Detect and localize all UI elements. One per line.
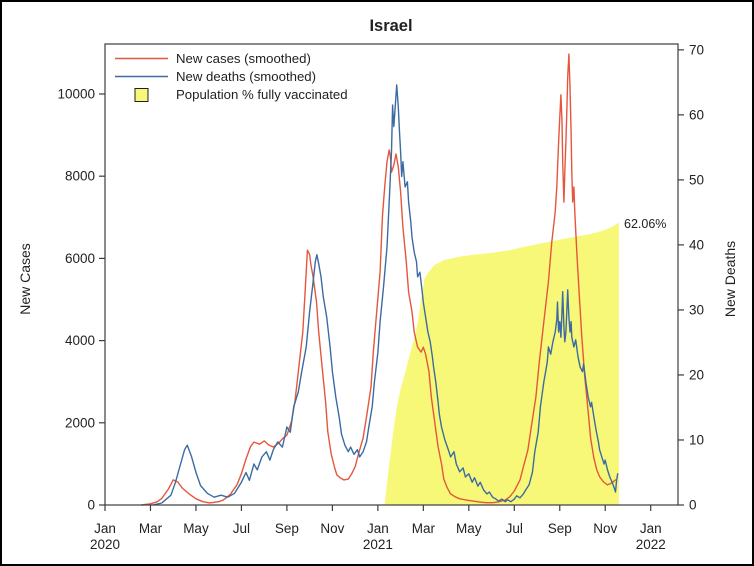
right-tick-label: 0 xyxy=(689,498,697,513)
x-tick-label: Nov xyxy=(593,521,617,536)
legend-vaccinated-swatch xyxy=(134,88,149,102)
deaths-line-series xyxy=(152,84,619,506)
x-tick-label: May xyxy=(456,521,482,536)
x-tick-label: Sep xyxy=(275,521,299,536)
deaths-line xyxy=(152,84,619,506)
x-tick-year-label: 2021 xyxy=(363,537,393,552)
right-tick-label: 10 xyxy=(689,432,704,447)
cases-line xyxy=(140,53,617,506)
legend-cases-label: New cases (smoothed) xyxy=(176,51,311,66)
x-tick-label: Jan xyxy=(367,521,389,536)
right-tick-label: 60 xyxy=(689,107,704,122)
right-tick-label: 40 xyxy=(689,237,704,252)
x-tick-label: Jul xyxy=(233,521,250,536)
legend: New cases (smoothed) New deaths (smoothe… xyxy=(115,51,348,102)
left-tick-label: 2000 xyxy=(65,415,95,430)
x-tick-year-label: 2020 xyxy=(90,537,120,552)
right-tick-label: 20 xyxy=(689,367,704,382)
right-axis-title: New Deaths xyxy=(722,241,738,317)
x-tick-label: Jan xyxy=(640,521,662,536)
x-tick-label: Nov xyxy=(320,521,344,536)
y-axis-left: 0 2000 4000 6000 8000 10000 xyxy=(57,86,105,513)
x-tick-label: Jan xyxy=(94,521,116,536)
left-tick-label: 8000 xyxy=(65,169,95,184)
plot-border xyxy=(104,43,679,506)
legend-vaccinated-label: Population % fully vaccinated xyxy=(176,87,348,102)
right-tick-label: 70 xyxy=(689,42,704,57)
y-axis-right: 0 10 20 30 40 50 60 70 xyxy=(678,42,704,513)
x-tick-label: Mar xyxy=(412,521,436,536)
x-tick-label: Jul xyxy=(506,521,523,536)
x-tick-label: Mar xyxy=(139,521,163,536)
x-tick-label: May xyxy=(183,521,209,536)
chart-title: Israel xyxy=(369,17,412,35)
vaccination-annotation: 62.06% xyxy=(624,217,666,231)
x-tick-year-label: 2022 xyxy=(636,537,666,552)
left-axis-title: New Cases xyxy=(17,243,33,315)
cases-line-series xyxy=(140,53,617,506)
right-tick-label: 30 xyxy=(689,302,704,317)
left-tick-label: 0 xyxy=(87,498,95,513)
left-tick-label: 6000 xyxy=(65,251,95,266)
left-tick-label: 4000 xyxy=(65,333,95,348)
x-tick-label: Sep xyxy=(548,521,572,536)
left-tick-label: 10000 xyxy=(57,86,95,101)
right-tick-label: 50 xyxy=(689,172,704,187)
legend-deaths-label: New deaths (smoothed) xyxy=(176,69,316,84)
